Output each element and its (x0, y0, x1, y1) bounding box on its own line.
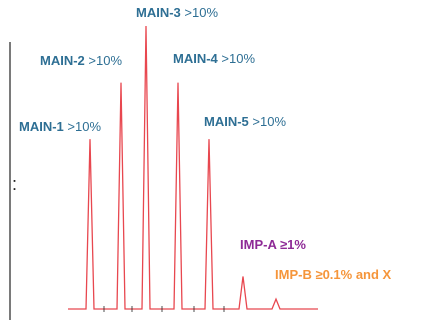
main-3-name: MAIN-3 (136, 5, 181, 20)
main-4-label: MAIN-4 >10% (173, 51, 255, 66)
main-1-name: MAIN-1 (19, 119, 64, 134)
peak-labels: MAIN-1 >10%MAIN-2 >10%MAIN-3 >10%MAIN-4 … (19, 5, 392, 282)
main-4-threshold: >10% (218, 51, 256, 66)
main-2-label: MAIN-2 >10% (40, 53, 122, 68)
main-2-name: MAIN-2 (40, 53, 85, 68)
peak-tick-marks (103, 306, 225, 312)
main-5-threshold: >10% (249, 114, 287, 129)
chromatogram-trace (68, 25, 318, 310)
main-1-label: MAIN-1 >10% (19, 119, 101, 134)
axis-tick-mark: : (12, 174, 17, 194)
main-5-name: MAIN-5 (204, 114, 249, 129)
main-2-threshold: >10% (85, 53, 123, 68)
main-5-label: MAIN-5 >10% (204, 114, 286, 129)
imp-b-label: IMP-B ≥0.1% and X (275, 267, 392, 282)
main-4-name: MAIN-4 (173, 51, 219, 66)
main-3-label: MAIN-3 >10% (136, 5, 218, 20)
main-3-threshold: >10% (181, 5, 219, 20)
imp-a-label: IMP-A ≥1% (240, 237, 306, 252)
main-1-threshold: >10% (64, 119, 102, 134)
